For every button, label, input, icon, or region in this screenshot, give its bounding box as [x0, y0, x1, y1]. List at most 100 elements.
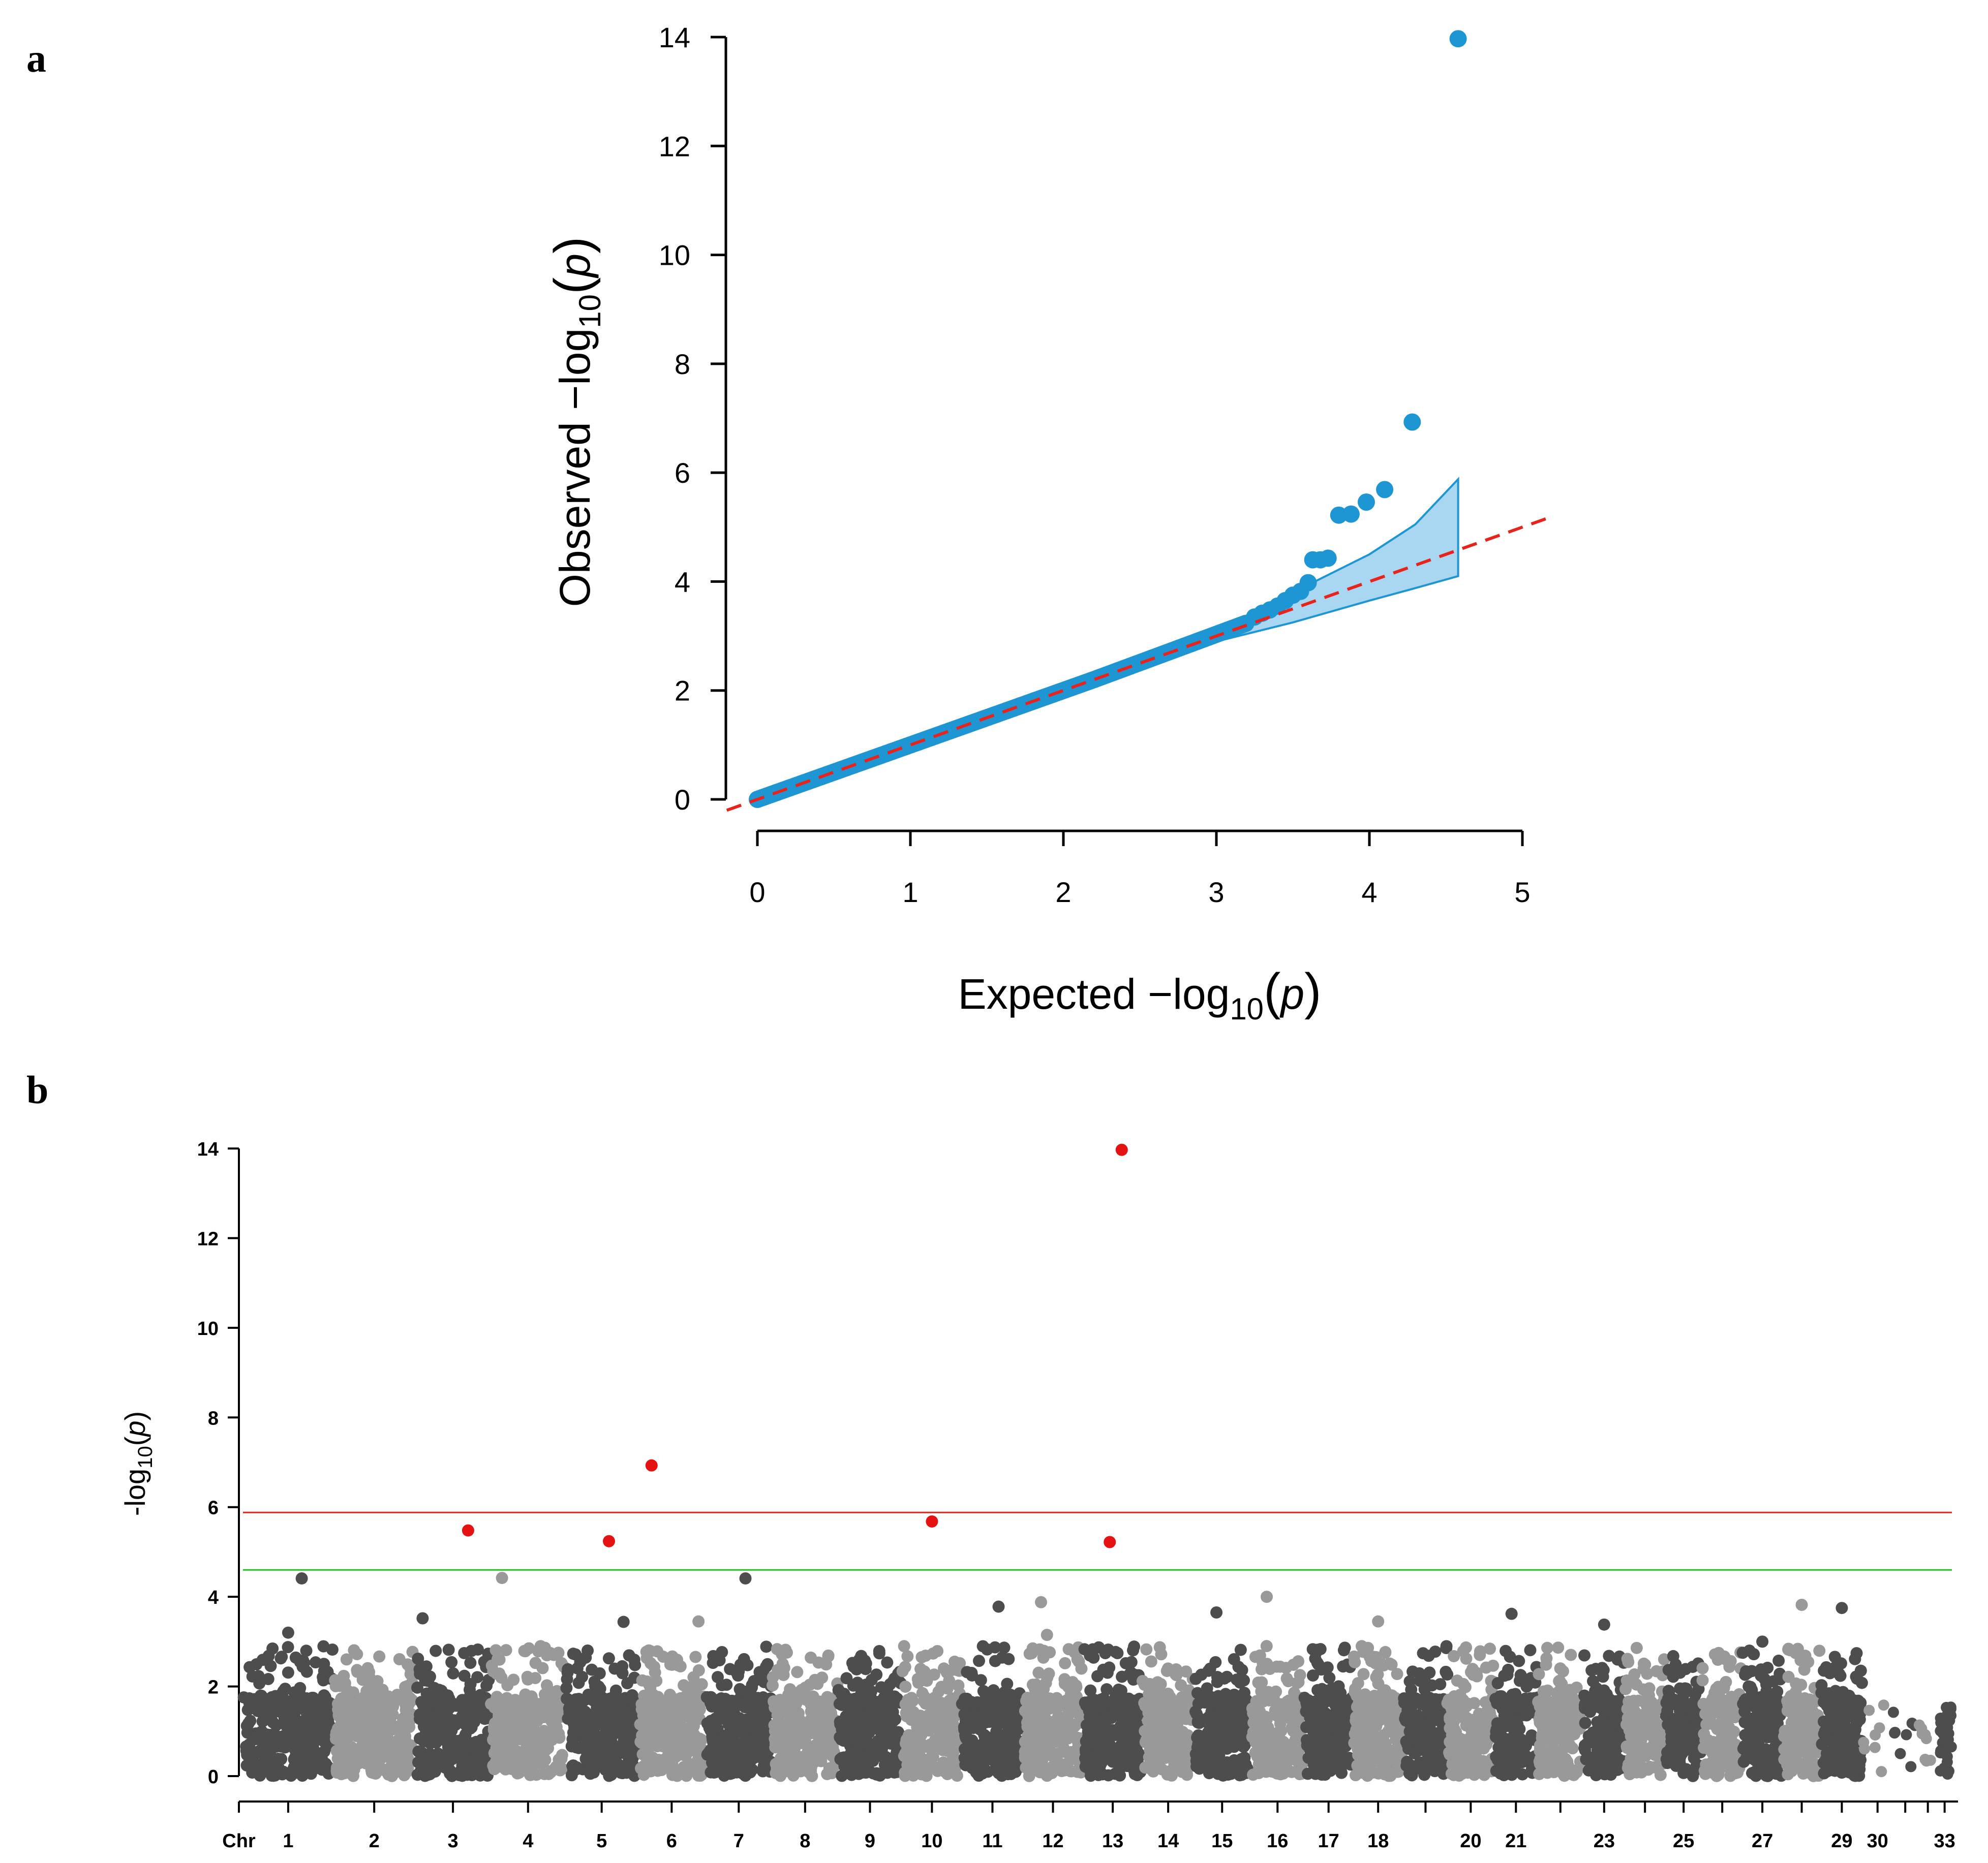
snp-point: [339, 1677, 351, 1690]
snp-point: [1001, 1678, 1014, 1690]
snp-point: [820, 1658, 833, 1671]
y-tick-label: 10: [659, 239, 690, 271]
snp-point: [541, 1689, 554, 1702]
snp-point: [1432, 1734, 1445, 1747]
snp-point: [431, 1726, 444, 1738]
snp-point: [695, 1678, 708, 1691]
snp-point: [1310, 1750, 1323, 1762]
snp-point: [1121, 1716, 1134, 1728]
chromosome-1-snps: [237, 1640, 339, 1782]
snp-point: [1301, 1739, 1313, 1752]
snp-point: [445, 1656, 458, 1668]
snp-point: [279, 1683, 292, 1695]
snp-point: [721, 1757, 733, 1770]
chromosome-8-snps: [767, 1643, 844, 1782]
chr-tick-label: 5: [596, 1830, 607, 1852]
snp-point: [1165, 1744, 1178, 1757]
snp-point: [562, 1663, 574, 1675]
snp-point: [577, 1726, 590, 1739]
x-tick-label: 2: [1055, 876, 1071, 908]
snp-point: [276, 1651, 288, 1663]
snp-point: [449, 1698, 462, 1711]
snp-point: [1252, 1764, 1265, 1777]
chr-tick-label: 21: [1505, 1830, 1526, 1852]
snp-point: [441, 1710, 454, 1723]
snp-point: [505, 1738, 518, 1751]
panel-label-b: b: [26, 1068, 49, 1112]
snp-point: [1448, 1695, 1460, 1708]
snp-point: [870, 1668, 883, 1681]
snp-point: [1422, 1650, 1435, 1662]
snp-point: [1467, 1766, 1480, 1779]
chr-tick-label: 8: [800, 1830, 810, 1852]
snp-point: [768, 1695, 780, 1708]
snp-point: [598, 1696, 610, 1709]
snp-point: [970, 1718, 983, 1730]
snp-point: [1217, 1698, 1230, 1711]
snp-point: [1385, 1658, 1398, 1671]
snp-point: [1101, 1666, 1114, 1679]
snp-point: [547, 1724, 560, 1736]
snp-point: [620, 1759, 633, 1772]
snp-point: [753, 1712, 766, 1725]
snp-point: [691, 1732, 704, 1745]
snp-point: [318, 1709, 330, 1721]
y-tick-label: 6: [208, 1498, 219, 1519]
snp-point: [815, 1718, 828, 1730]
snp-point: [906, 1695, 919, 1707]
chr-tick-label: 6: [666, 1830, 677, 1852]
snp-point: [1403, 1767, 1416, 1780]
snp-point: [805, 1764, 817, 1777]
snp-point: [981, 1643, 994, 1656]
snp-point: [1319, 1768, 1331, 1781]
snp-point: [938, 1765, 951, 1778]
snp-point: [859, 1655, 871, 1667]
snp-point: [867, 1767, 879, 1780]
snp-point: [442, 1643, 455, 1656]
snp-point: [452, 1749, 465, 1762]
snp-point: [1316, 1683, 1328, 1695]
snp-point: [811, 1678, 824, 1690]
snp-point: [464, 1678, 477, 1690]
snp-point: [1019, 1735, 1031, 1748]
snp-point: [653, 1696, 666, 1709]
snp-point: [1511, 1736, 1524, 1749]
snp-point: [1085, 1717, 1097, 1730]
snp-point: [605, 1750, 618, 1763]
chr-tick-label: 3: [448, 1830, 458, 1852]
snp-point: [1143, 1688, 1155, 1700]
snp-point: [842, 1764, 855, 1777]
snp-point: [851, 1676, 864, 1689]
snp-point: [290, 1725, 302, 1738]
snp-point: [364, 1720, 377, 1733]
snp-point: [860, 1721, 873, 1734]
snp-point: [710, 1694, 722, 1706]
snp-point: [840, 1710, 852, 1723]
snp-point: [319, 1757, 332, 1770]
snp-point: [288, 1708, 300, 1721]
snp-point: [432, 1747, 444, 1760]
snp-point: [929, 1711, 941, 1724]
snp-point: [1140, 1643, 1153, 1656]
snp-point: [791, 1666, 804, 1679]
snp-point: [994, 1752, 1007, 1764]
snp-point: [420, 1759, 433, 1772]
snp-point: [1045, 1720, 1057, 1733]
snp-point: [353, 1698, 366, 1711]
snp-point: [473, 1735, 486, 1748]
snp-point: [255, 1689, 268, 1702]
snp-point: [240, 1740, 253, 1753]
snp-point: [1457, 1645, 1470, 1658]
snp-point: [1112, 1683, 1125, 1696]
snp-point: [730, 1666, 743, 1679]
chr-tick-label: 33: [1934, 1830, 1955, 1852]
snp-point: [1398, 1692, 1411, 1704]
snp-point: [529, 1756, 542, 1768]
snp-point: [539, 1744, 552, 1756]
snp-point: [1355, 1754, 1368, 1767]
snp-point: [591, 1730, 604, 1743]
snp-point: [1084, 1759, 1097, 1772]
snp-point: [1068, 1720, 1081, 1732]
snp-point: [1246, 1702, 1259, 1715]
snp-point: [1119, 1728, 1131, 1741]
